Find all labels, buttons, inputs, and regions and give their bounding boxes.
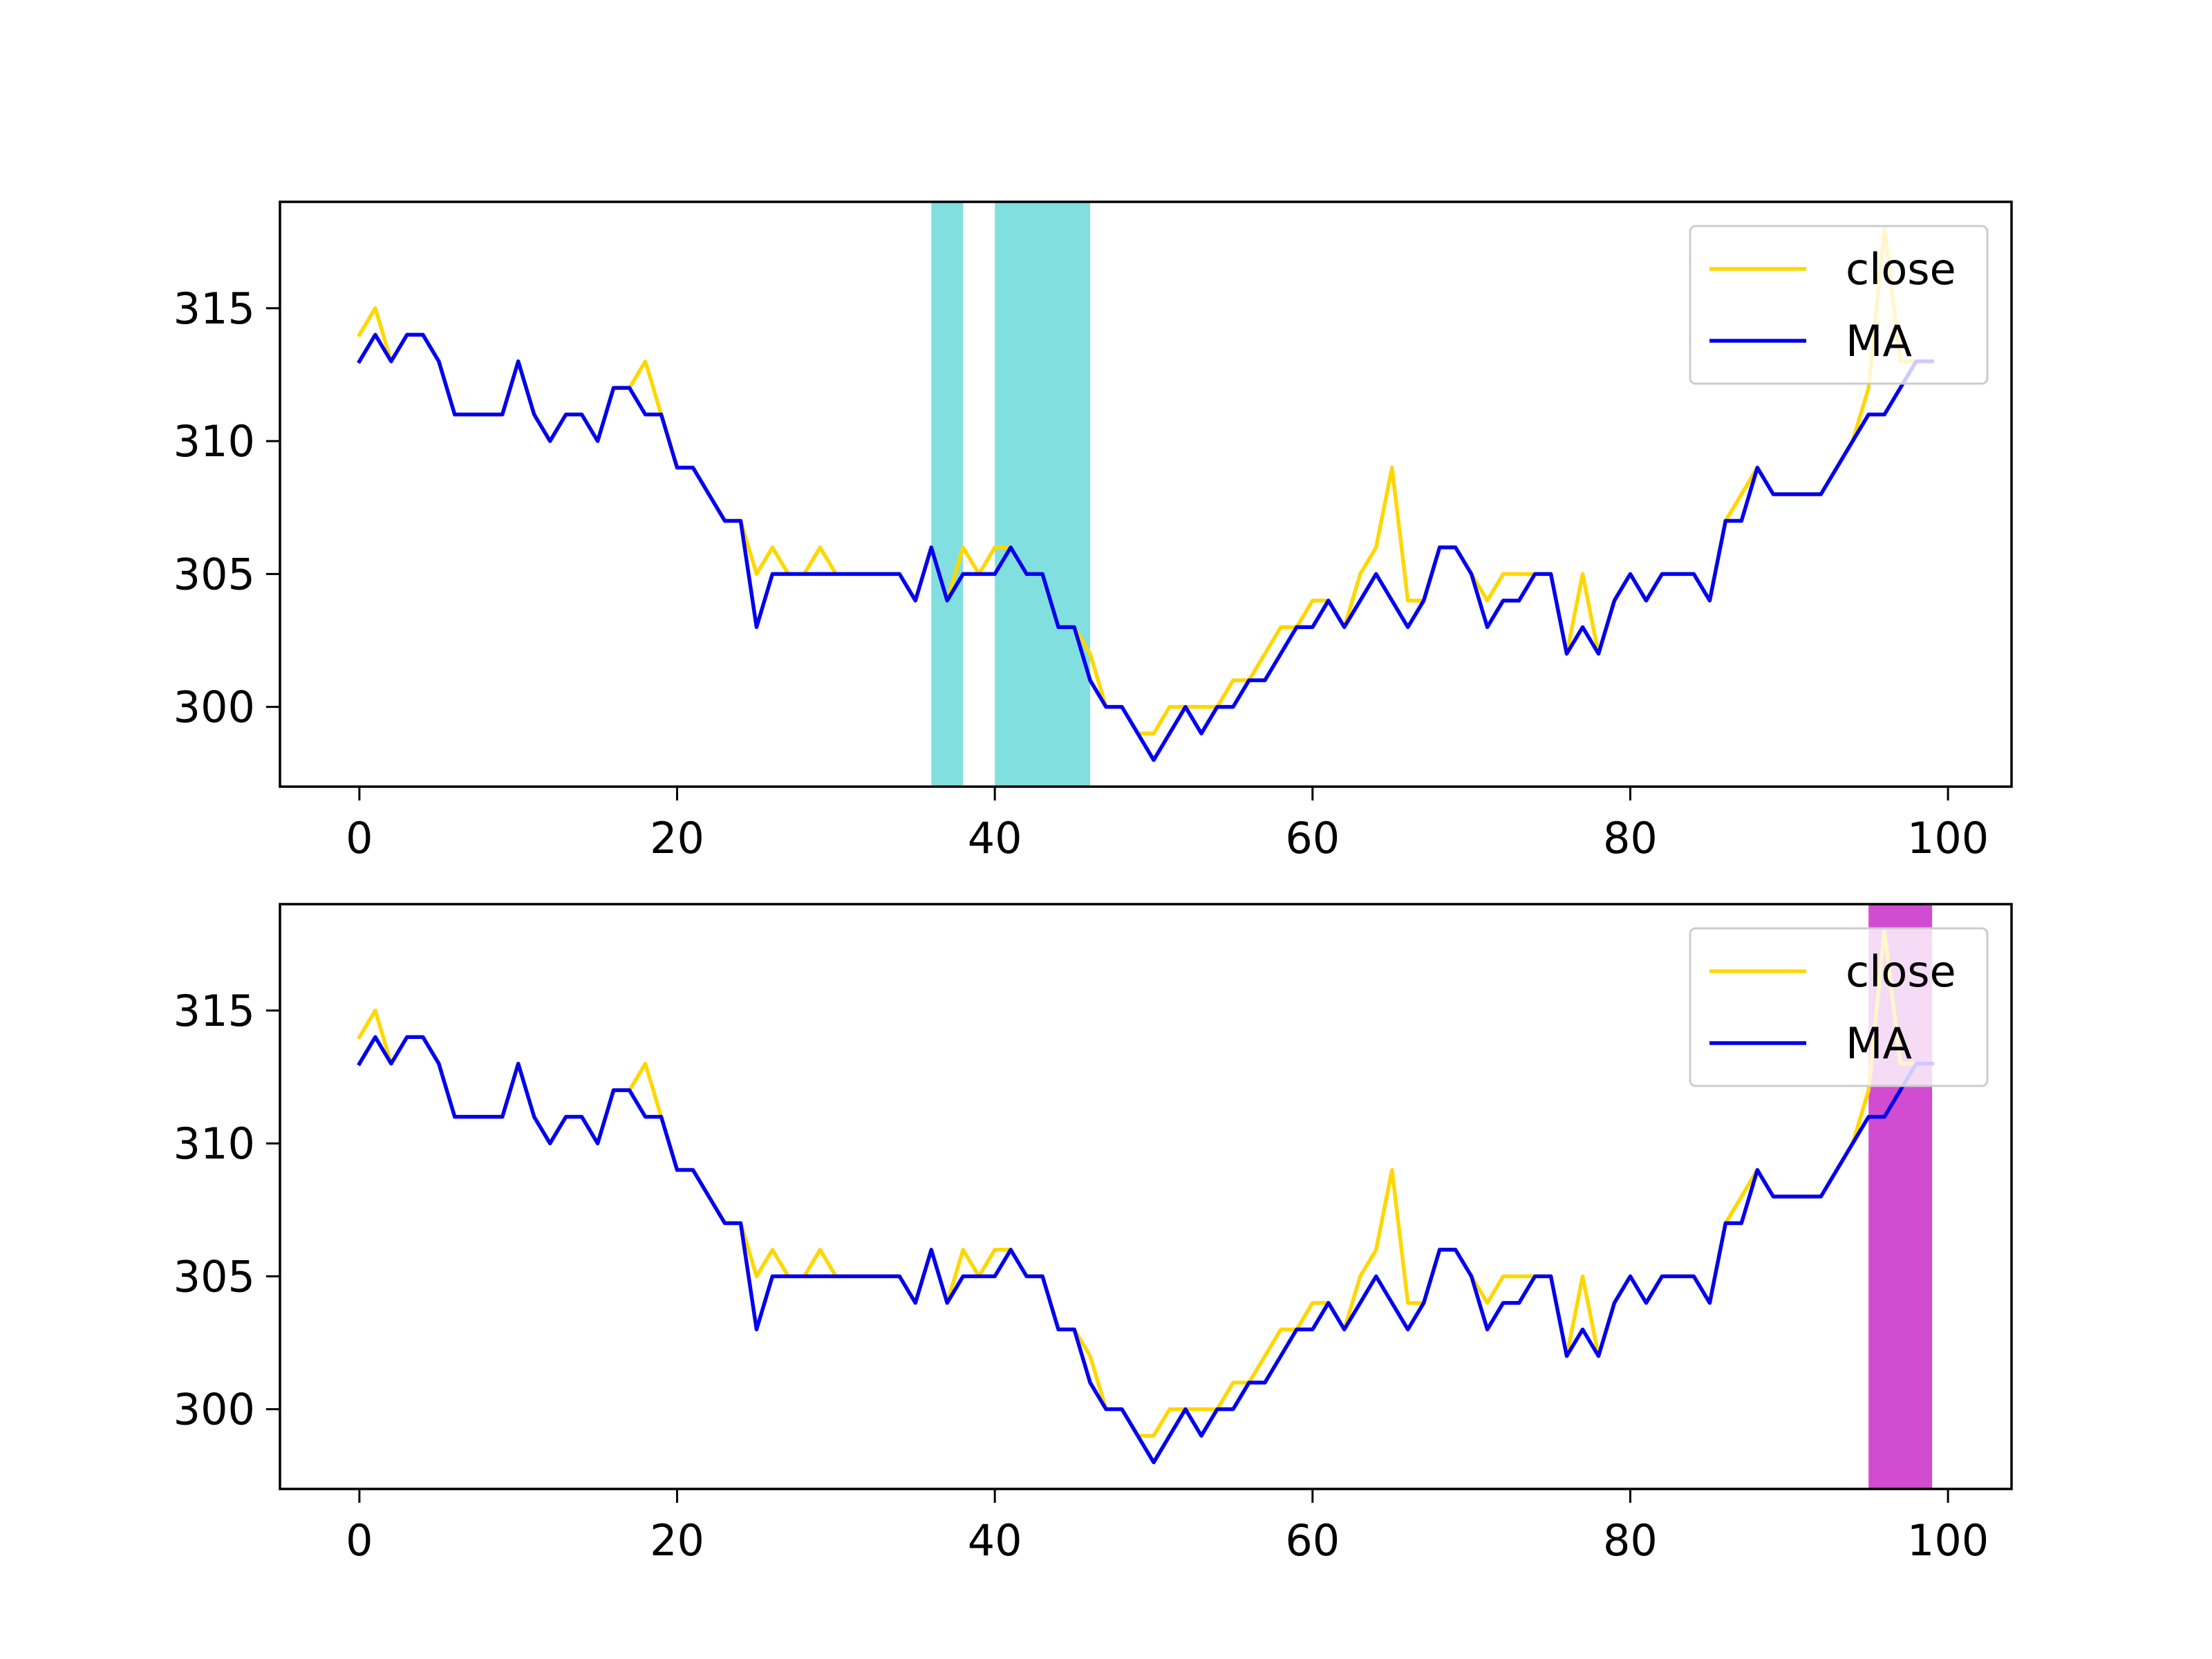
legend-box <box>1689 927 1989 1087</box>
x-tick-label: 40 <box>968 1515 1022 1566</box>
legend: close MA <box>1689 927 1989 1087</box>
legend-label-close: close <box>1846 244 1956 294</box>
y-tick-label: 310 <box>174 416 255 467</box>
highlight-span <box>995 202 1091 787</box>
x-tick-label: 80 <box>1603 1515 1658 1566</box>
y-tick-label: 310 <box>174 1118 255 1169</box>
x-tick-label: 0 <box>346 813 373 863</box>
y-tick-label: 305 <box>174 549 255 599</box>
x-tick-label: 60 <box>1285 813 1340 863</box>
series-line-ma <box>357 1035 1934 1465</box>
series-line-ma <box>357 332 1934 762</box>
legend-label-close: close <box>1846 946 1956 997</box>
legend: close MA <box>1689 225 1989 385</box>
y-tick-label: 315 <box>174 986 255 1036</box>
highlight-span <box>931 202 964 787</box>
top-chart: 0 20 40 60 80 100 300 305 310 315 close MA <box>174 200 2013 863</box>
plot-area <box>357 202 1934 787</box>
x-tick-label: 20 <box>650 813 704 863</box>
x-tick-label: 60 <box>1285 1515 1340 1566</box>
x-tick-label: 20 <box>650 1515 704 1566</box>
y-tick-label: 305 <box>174 1251 255 1302</box>
bottom-chart: 0 20 40 60 80 100 300 305 310 315 close MA <box>174 903 2013 1566</box>
y-tick-label: 315 <box>174 283 255 334</box>
x-tick-label: 100 <box>1907 1515 1989 1566</box>
legend-label-ma: MA <box>1846 1018 1912 1069</box>
x-tick-label: 80 <box>1603 813 1658 863</box>
axes-frame <box>279 200 2013 788</box>
y-tick-label: 300 <box>174 1385 255 1435</box>
x-tick-label: 0 <box>346 1515 373 1566</box>
axes-frame <box>279 903 2013 1490</box>
x-tick-label: 100 <box>1907 813 1989 863</box>
legend-label-ma: MA <box>1846 316 1912 366</box>
y-tick-label: 300 <box>174 682 255 733</box>
legend-box <box>1689 225 1989 385</box>
x-tick-label: 40 <box>968 813 1022 863</box>
